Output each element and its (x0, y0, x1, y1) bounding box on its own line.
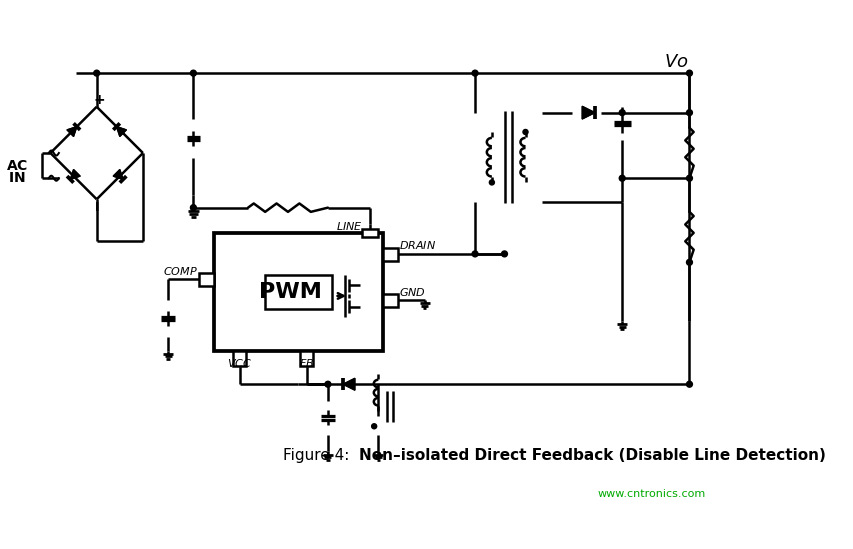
Text: $\it{GND}$: $\it{GND}$ (399, 285, 426, 298)
Bar (382, 294, 397, 307)
Bar (264, 275, 332, 309)
Circle shape (618, 110, 624, 116)
Circle shape (686, 175, 692, 181)
Circle shape (686, 110, 692, 116)
Text: $\it{COMP}$: $\it{COMP}$ (163, 265, 197, 277)
Polygon shape (116, 127, 126, 136)
Circle shape (686, 70, 692, 76)
Circle shape (686, 259, 692, 265)
Circle shape (472, 70, 478, 76)
Text: +: + (93, 93, 105, 107)
Text: www.cntronics.com: www.cntronics.com (597, 489, 705, 498)
Bar (382, 248, 397, 261)
Circle shape (371, 424, 376, 429)
Circle shape (472, 251, 478, 257)
Text: Non–isolated Direct Feedback (Disable Line Detection): Non–isolated Direct Feedback (Disable Li… (358, 448, 825, 463)
Bar (233, 351, 245, 366)
Text: Figure 4:: Figure 4: (282, 448, 358, 463)
Text: $\bf{AC}$: $\bf{AC}$ (6, 159, 28, 172)
Polygon shape (582, 107, 595, 119)
Bar (361, 229, 378, 237)
Circle shape (190, 70, 196, 76)
Circle shape (489, 180, 494, 185)
Text: $\it{Vo}$: $\it{Vo}$ (664, 53, 688, 71)
Polygon shape (343, 378, 354, 390)
Text: $\it{LINE}$: $\it{LINE}$ (336, 220, 363, 232)
Text: PWM: PWM (258, 282, 321, 302)
Polygon shape (113, 170, 123, 180)
Text: $\bf{IN}$: $\bf{IN}$ (8, 171, 26, 185)
Circle shape (522, 130, 527, 135)
Text: $\it{FB}$: $\it{FB}$ (299, 357, 314, 369)
Circle shape (325, 382, 330, 387)
Circle shape (190, 205, 196, 211)
Text: $\it{DRAIN}$: $\it{DRAIN}$ (399, 239, 436, 251)
Bar (214, 233, 382, 351)
Circle shape (501, 251, 507, 257)
Circle shape (618, 175, 624, 181)
Polygon shape (67, 127, 77, 136)
Text: $\it{VCC}$: $\it{VCC}$ (227, 357, 252, 369)
Circle shape (94, 70, 100, 76)
Bar (199, 273, 214, 286)
Bar (299, 351, 312, 366)
Text: I: I (95, 201, 99, 214)
Polygon shape (70, 170, 80, 180)
Circle shape (686, 382, 692, 387)
